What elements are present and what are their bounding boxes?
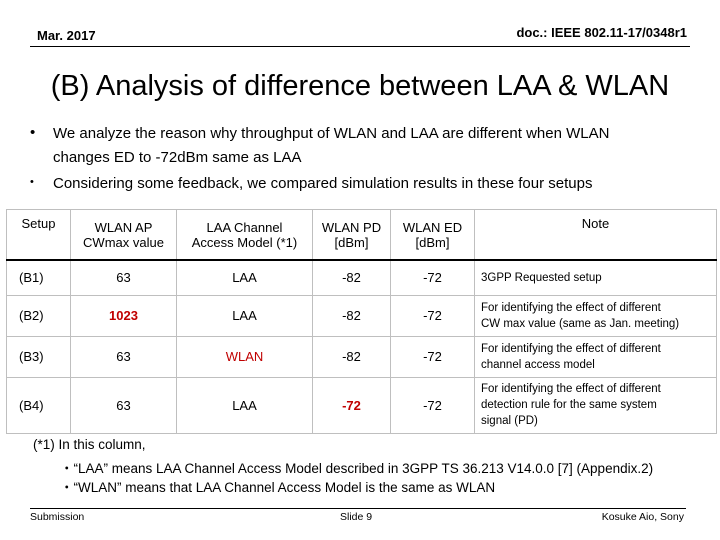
header-note: Note [474, 209, 717, 261]
cell-note: For identifying the effect of different C… [474, 294, 717, 337]
cell-wlan-ed: -72 [390, 335, 475, 378]
footnote-line-1: (*1) In this column, [33, 437, 146, 452]
cell-note: For identifying the effect of different c… [474, 335, 717, 378]
cell-note: 3GPP Requested setup [474, 259, 717, 296]
header-wlan-pd: WLAN PD [dBm] [312, 209, 391, 261]
table-row: (B2) 1023 LAA -82 -72 For identifying th… [6, 294, 717, 337]
table-row: (B1) 63 LAA -82 -72 3GPP Requested setup [6, 259, 717, 296]
header-setup: Setup [6, 209, 71, 261]
footer-author: Kosuke Aio, Sony [601, 511, 684, 523]
footnote-line-3: ・“WLAN” means that LAA Channel Access Mo… [60, 480, 496, 495]
header-doc-id: doc.: IEEE 802.11-17/0348r1 [516, 25, 687, 40]
footer-slide-number: Slide 9 [340, 511, 373, 523]
cell-wlan-pd: -82 [312, 259, 391, 296]
table-row: (B3) 63 WLAN -82 -72 For identifying the… [6, 335, 717, 378]
header-cwmax: WLAN AP CWmax value [70, 209, 177, 261]
bullet-1-line-2: changes ED to -72dBm same as LAA [53, 149, 302, 166]
cell-wlan-pd: -72 [312, 376, 391, 434]
cell-cwmax: 63 [70, 335, 177, 378]
cell-access-model: LAA [176, 294, 313, 337]
cell-access-model: LAA [176, 259, 313, 296]
table-header-row: Setup WLAN AP CWmax value LAA Channel Acce… [6, 209, 717, 261]
footer-divider [30, 508, 686, 509]
table-row: (B4) 63 LAA -72 -72 For identifying the … [6, 376, 717, 434]
cell-note: For identifying the effect of different d… [474, 376, 717, 434]
bullet-marker: • [30, 176, 34, 188]
bullet-2-line-1: Considering some feedback, we compared s… [53, 175, 593, 192]
cell-wlan-pd: -82 [312, 335, 391, 378]
cell-cwmax: 1023 [70, 294, 177, 337]
slide-title: (B) Analysis of difference between LAA &… [50, 70, 670, 102]
cell-setup: (B3) [6, 335, 71, 378]
setups-table: Setup WLAN AP CWmax value LAA Channel Acce… [6, 209, 717, 434]
cell-setup: (B1) [6, 259, 71, 296]
cell-cwmax: 63 [70, 376, 177, 434]
header-date: Mar. 2017 [37, 28, 96, 43]
cell-setup: (B2) [6, 294, 71, 337]
cell-wlan-ed: -72 [390, 376, 475, 434]
cell-access-model: WLAN [176, 335, 313, 378]
cell-access-model: LAA [176, 376, 313, 434]
footer-submission: Submission [30, 511, 85, 523]
header-wlan-ed: WLAN ED [dBm] [390, 209, 475, 261]
cell-wlan-ed: -72 [390, 294, 475, 337]
bullet-1-line-1: We analyze the reason why throughput of … [53, 125, 610, 142]
cell-cwmax: 63 [70, 259, 177, 296]
footnote-line-2: ・“LAA” means LAA Channel Access Model de… [60, 461, 654, 476]
cell-wlan-pd: -82 [312, 294, 391, 337]
header-access-model: LAA Channel Access Model (*1) [176, 209, 313, 261]
cell-wlan-ed: -72 [390, 259, 475, 296]
header-divider [30, 46, 690, 47]
cell-setup: (B4) [6, 376, 71, 434]
bullet-marker: • [30, 124, 36, 141]
